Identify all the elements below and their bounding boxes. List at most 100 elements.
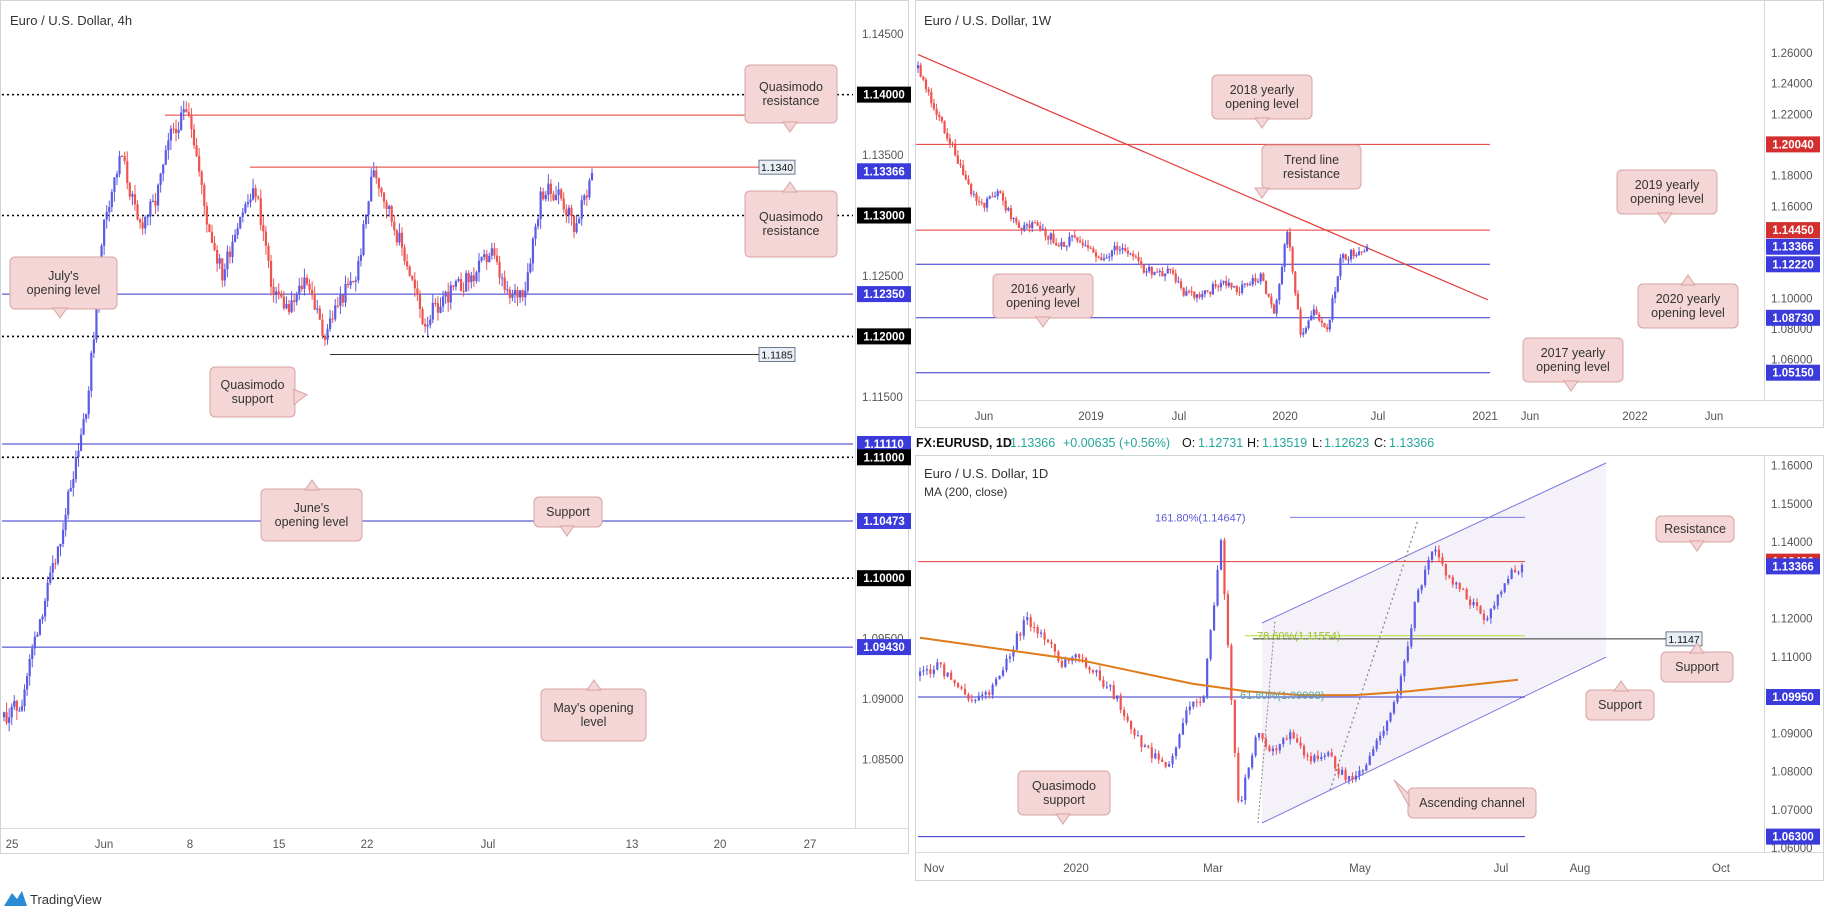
d1-x-tick: Oct bbox=[1712, 863, 1731, 875]
h4-candle-body bbox=[519, 290, 522, 298]
h4-candle-body bbox=[187, 112, 190, 116]
d1-x-tick: Aug bbox=[1570, 863, 1590, 875]
h4-price-tag[interactable] bbox=[857, 86, 911, 103]
h4-annotation-callout[interactable]: Support bbox=[533, 496, 603, 537]
h4-candle-body bbox=[262, 225, 265, 232]
d1-annotation-callout[interactable]: Quasimodo support bbox=[1017, 770, 1111, 825]
callout-pointer bbox=[586, 679, 602, 691]
h4-candle-body bbox=[380, 188, 383, 193]
d1-candle-body bbox=[1050, 642, 1053, 644]
w1-price-tag[interactable] bbox=[1766, 238, 1820, 255]
h4-annotation-callout[interactable]: Quasimodo resistance bbox=[744, 181, 838, 258]
h4-candle-body bbox=[236, 228, 239, 235]
d1-candle-body bbox=[1268, 746, 1271, 752]
w1-candle-body bbox=[996, 191, 999, 197]
h4-price-tag[interactable] bbox=[857, 328, 911, 345]
d1-annotation-callout[interactable]: Resistance bbox=[1655, 515, 1735, 552]
h4-candle-body bbox=[467, 273, 470, 283]
h4-price-tag[interactable] bbox=[857, 512, 911, 529]
w1-price-tag[interactable] bbox=[1766, 256, 1820, 273]
w1-annotation-callout[interactable]: 2019 yearly opening level bbox=[1616, 169, 1718, 224]
h4-candle-body bbox=[590, 172, 594, 181]
callout-pointer bbox=[1035, 316, 1051, 328]
w1-candle-body bbox=[1320, 320, 1323, 323]
h4-annotation-callout[interactable]: Quasimodo support bbox=[209, 366, 309, 418]
h4-candle-body bbox=[308, 283, 311, 290]
w1-candle-body bbox=[1211, 284, 1215, 295]
h4-candle-body bbox=[36, 634, 39, 637]
h4-x-tick: 8 bbox=[187, 839, 193, 851]
h4-candle-body bbox=[10, 706, 13, 718]
d1-chart[interactable]: 1.16000 1.15000 1.14000 1.12000 1.11000 1.090… bbox=[918, 461, 1820, 875]
ascending-channel-lower[interactable] bbox=[1261, 656, 1607, 824]
h4-candle-body bbox=[221, 258, 224, 281]
w1-price-tag[interactable] bbox=[1766, 136, 1820, 153]
d1-annotation-callout[interactable]: Support bbox=[1585, 680, 1655, 721]
h4-price-tag[interactable] bbox=[857, 570, 911, 587]
ma-200-line[interactable] bbox=[919, 636, 1519, 697]
h4-annotation-callout[interactable]: May's opening level bbox=[540, 679, 647, 742]
callout-label-line: opening level bbox=[1651, 306, 1725, 320]
h4-level-tag[interactable] bbox=[758, 159, 796, 175]
d1-candle-body bbox=[1309, 756, 1313, 762]
h4-chart[interactable]: 1.145001.135001.125001.115001.095001.090… bbox=[2, 29, 911, 851]
w1-candle-body bbox=[1113, 245, 1116, 251]
h4-price-tag[interactable] bbox=[857, 435, 911, 452]
h4-annotation-callout[interactable]: Quasimodo resistance bbox=[744, 64, 838, 133]
d1-candle-body bbox=[1091, 669, 1095, 673]
d1-candle-body bbox=[1271, 748, 1274, 752]
w1-candle-body bbox=[1326, 327, 1329, 330]
h4-candle-body bbox=[516, 290, 519, 298]
d1-candle-body bbox=[1296, 738, 1299, 743]
h4-candle-body bbox=[269, 260, 273, 287]
w1-annotation-callout[interactable]: Trend line resistance bbox=[1254, 144, 1362, 199]
d1-level-tag[interactable] bbox=[1665, 631, 1703, 647]
w1-chart[interactable]: 1.26000 1.24000 1.22000 1.18000 1.16000 1.100… bbox=[916, 48, 1820, 423]
d1-annotation-callout[interactable]: Support bbox=[1660, 642, 1734, 683]
d1-annotation-callout[interactable]: Ascending channel bbox=[1393, 779, 1537, 819]
ascending-channel-upper[interactable] bbox=[1261, 462, 1607, 624]
h4-annotation-callout[interactable]: June's opening level bbox=[260, 479, 363, 542]
h4-candle-body bbox=[208, 224, 211, 232]
h4-candle-body bbox=[133, 194, 137, 205]
h4-panel[interactable] bbox=[0, 0, 909, 854]
w1-annotation-callout[interactable]: 2018 yearly opening level bbox=[1211, 74, 1313, 129]
symbol-label[interactable]: FX:EURUSD, 1D bbox=[916, 436, 1012, 450]
w1-annotation-callout[interactable]: 2020 yearly opening level bbox=[1637, 274, 1739, 329]
h4-price-tag[interactable] bbox=[857, 639, 911, 656]
h4-price-tag[interactable] bbox=[857, 449, 911, 466]
d1-candle-body bbox=[1417, 590, 1420, 602]
w1-candle-body bbox=[983, 202, 986, 208]
w1-price-tag[interactable] bbox=[1766, 364, 1820, 381]
h4-candle-body bbox=[169, 128, 172, 141]
ma-indicator-label[interactable]: MA (200, close) bbox=[924, 485, 1007, 499]
w1-candle-body bbox=[980, 202, 983, 204]
w1-price-tag[interactable] bbox=[1766, 309, 1820, 326]
h4-price-tag[interactable] bbox=[857, 163, 911, 180]
trend-line-resistance[interactable] bbox=[917, 53, 1489, 301]
tradingview-logo[interactable]: TradingView bbox=[4, 891, 102, 907]
d1-price-tag[interactable] bbox=[1766, 558, 1820, 575]
d1-x-tick: 2020 bbox=[1063, 863, 1089, 875]
w1-candle-body bbox=[1148, 266, 1151, 272]
h4-candle-body bbox=[349, 280, 352, 286]
h4-candle-body bbox=[103, 219, 106, 246]
w1-candle-body bbox=[962, 165, 965, 175]
d1-candle-body bbox=[1441, 557, 1444, 564]
h4-price-tag[interactable] bbox=[857, 207, 911, 224]
w1-price-tag[interactable] bbox=[1766, 222, 1820, 239]
h4-candle-body bbox=[275, 291, 278, 295]
h4-price-tag[interactable] bbox=[857, 286, 911, 303]
w1-annotation-callout[interactable]: 2017 yearly opening level bbox=[1522, 337, 1624, 392]
w1-annotation-callout[interactable]: 2016 yearly opening level bbox=[992, 273, 1094, 328]
d1-candle-body bbox=[1067, 659, 1070, 662]
d1-price-tag[interactable] bbox=[1766, 689, 1820, 706]
last-price: 1.13366 bbox=[1010, 436, 1055, 450]
h4-level-tag[interactable] bbox=[758, 347, 796, 362]
h4-annotation-callout[interactable]: July's opening level bbox=[9, 256, 118, 319]
d1-price-tag[interactable] bbox=[1766, 828, 1820, 845]
callout-pointer bbox=[1254, 187, 1270, 199]
w1-candle-body bbox=[1156, 271, 1159, 273]
h4-candle-body bbox=[403, 247, 406, 262]
w1-candle-body bbox=[938, 114, 941, 118]
